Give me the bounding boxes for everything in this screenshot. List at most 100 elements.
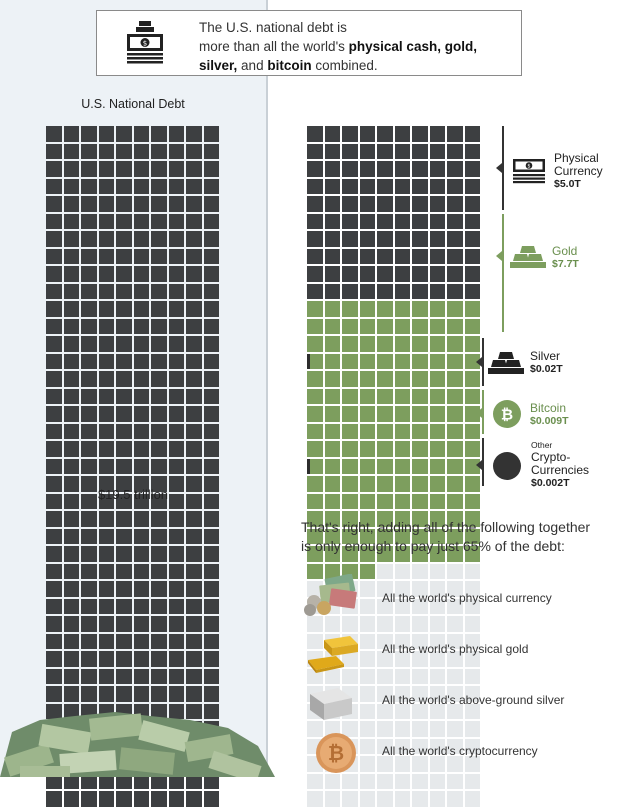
gold-cell <box>342 318 358 335</box>
empty-cell <box>412 703 428 720</box>
currency-cell <box>394 266 411 282</box>
currency-cell <box>394 213 411 230</box>
gold-cell <box>342 493 358 510</box>
gold-cell <box>394 423 411 440</box>
empty-cell <box>307 773 323 790</box>
currency-cell <box>377 126 393 142</box>
debt-cell <box>133 406 150 422</box>
empty-cell <box>429 598 446 615</box>
empty-cell <box>342 721 358 737</box>
currency-cell <box>307 161 323 177</box>
empty-cell <box>447 703 463 720</box>
currency-cell <box>464 213 481 230</box>
debt-cell <box>116 476 132 492</box>
currency-cell <box>447 161 463 177</box>
debt-cell <box>151 336 167 352</box>
debt-cell <box>168 126 185 142</box>
currency-cell <box>342 126 358 142</box>
debt-cell <box>98 161 115 177</box>
gold-cell <box>342 301 358 317</box>
debt-cell <box>98 616 115 632</box>
gold-cell <box>359 423 376 440</box>
debt-cell <box>63 196 80 212</box>
gold-cell <box>342 353 358 370</box>
currency-cell <box>412 231 428 247</box>
gold-cell <box>324 353 341 370</box>
debt-cell <box>116 633 132 650</box>
debt-cell <box>133 126 150 142</box>
debt-cell <box>81 353 97 370</box>
currency-cell <box>359 178 376 195</box>
debt-cell <box>133 143 150 160</box>
empty-cell <box>464 738 481 755</box>
empty-cell <box>447 598 463 615</box>
currency-cell <box>429 213 446 230</box>
gold-cell <box>359 493 376 510</box>
debt-cell <box>151 581 167 597</box>
debt-cell <box>63 318 80 335</box>
empty-cell <box>429 756 446 772</box>
debt-cell <box>168 511 185 527</box>
debt-cell <box>203 791 220 807</box>
gold-cell <box>412 546 428 562</box>
gold-cell <box>412 458 428 475</box>
gold-cell <box>412 511 428 527</box>
center-divider <box>266 0 268 777</box>
debt-cell <box>98 668 115 685</box>
empty-cell <box>377 616 393 632</box>
debt-cell <box>133 476 150 492</box>
currency-cell <box>412 161 428 177</box>
debt-cell <box>116 598 132 615</box>
empty-cell <box>464 598 481 615</box>
empty-cell <box>359 703 376 720</box>
currency-cell <box>394 248 411 265</box>
debt-cell <box>81 476 97 492</box>
header-line-1: The U.S. national debt is <box>199 20 347 35</box>
empty-cell <box>412 563 428 580</box>
debt-cell <box>186 178 202 195</box>
empty-cell <box>377 773 393 790</box>
empty-cell <box>394 563 411 580</box>
debt-cell <box>186 563 202 580</box>
gold-cell <box>447 336 463 352</box>
gold-cell <box>342 406 358 422</box>
bitcoin-bracket <box>482 390 484 434</box>
debt-cell <box>46 616 62 632</box>
debt-cell <box>98 458 115 475</box>
debt-cell <box>133 686 150 702</box>
debt-cell <box>168 231 185 247</box>
debt-cell <box>203 143 220 160</box>
debt-cell <box>133 178 150 195</box>
debt-cell <box>116 353 132 370</box>
gold-cell <box>447 441 463 457</box>
debt-cell <box>46 318 62 335</box>
currency-cell <box>394 143 411 160</box>
empty-cell <box>429 668 446 685</box>
debt-cell <box>63 546 80 562</box>
debt-cell <box>116 388 132 405</box>
debt-cell <box>133 598 150 615</box>
empty-cell <box>412 773 428 790</box>
gold-cell <box>447 458 463 475</box>
currency-cell <box>429 178 446 195</box>
empty-cell <box>429 773 446 790</box>
gold-cell <box>377 493 393 510</box>
debt-cell <box>186 161 202 177</box>
debt-cell <box>81 196 97 212</box>
gold-cell <box>359 458 376 475</box>
debt-cell <box>133 196 150 212</box>
debt-cell <box>168 283 185 300</box>
gold-cell <box>377 458 393 475</box>
currency-cell <box>377 283 393 300</box>
gold-cell <box>307 301 323 317</box>
silver-bars-icon <box>488 352 524 374</box>
debt-cell <box>63 213 80 230</box>
debt-cell <box>98 353 115 370</box>
currency-cell <box>324 213 341 230</box>
debt-cell <box>63 126 80 142</box>
debt-cell <box>168 563 185 580</box>
currency-cell <box>307 178 323 195</box>
gold-cell <box>429 406 446 422</box>
debt-cell <box>98 493 115 510</box>
debt-cell <box>133 213 150 230</box>
